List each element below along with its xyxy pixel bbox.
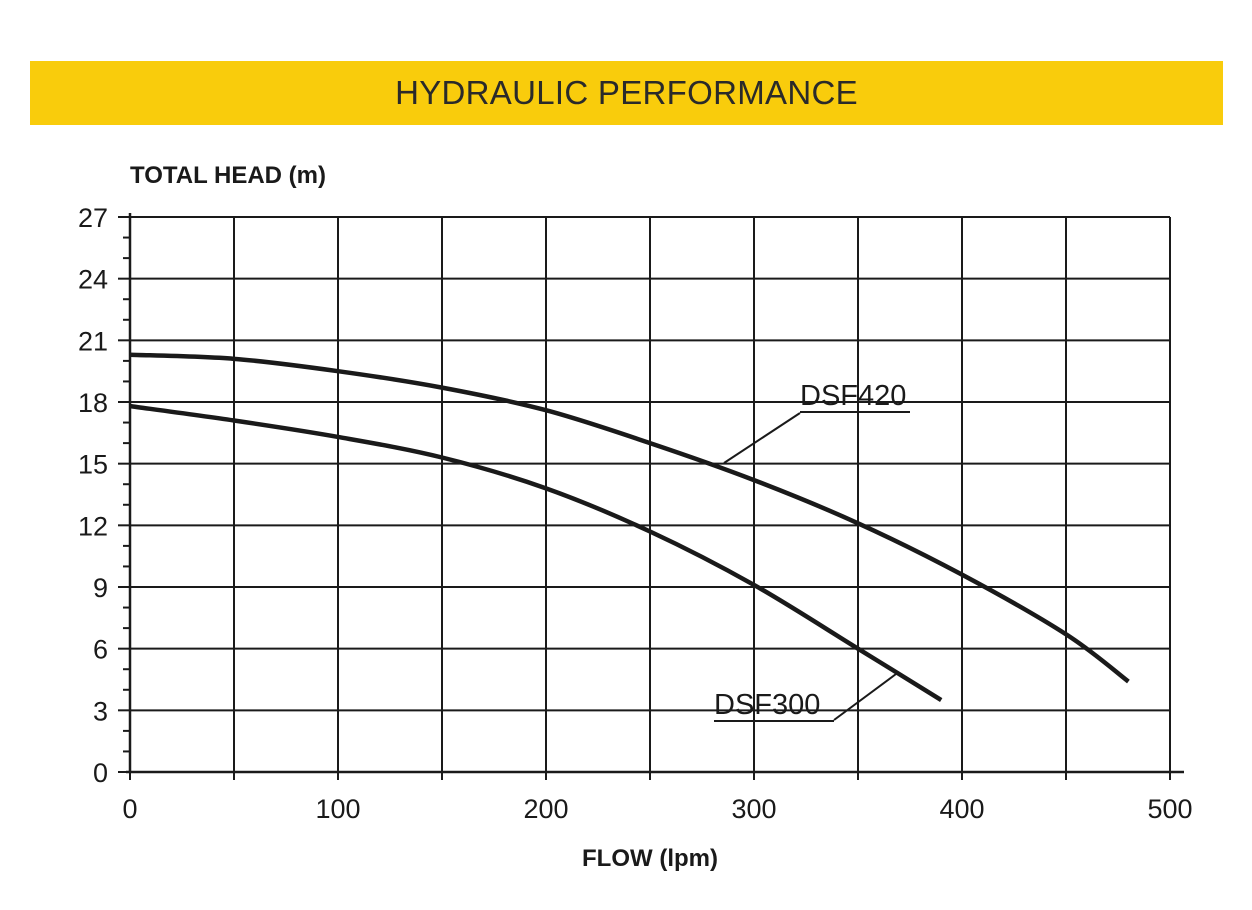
axes — [118, 213, 1184, 780]
y-tick-label: 18 — [78, 388, 108, 418]
series-label-dsf300: DSF300 — [714, 689, 820, 721]
y-tick-label: 21 — [78, 326, 108, 356]
x-axis-label: FLOW (lpm) — [582, 845, 718, 872]
series-label-dsf420: DSF420 — [800, 380, 906, 412]
series-lines — [129, 352, 1130, 702]
y-tick-label: 0 — [93, 758, 108, 788]
y-tick-label: 9 — [93, 573, 108, 603]
label-leader-line — [833, 673, 897, 721]
y-tick-label: 27 — [78, 203, 108, 233]
series-line-dsf420 — [129, 352, 1130, 684]
y-axis-label: TOTAL HEAD (m) — [130, 162, 326, 189]
y-tick-label: 24 — [78, 265, 108, 295]
x-tick-label: 200 — [523, 794, 568, 824]
y-tick-label: 3 — [93, 696, 108, 726]
series-line-dsf300 — [129, 403, 943, 702]
tick-labels: 0 3 6 9 12 15 18 21 24 27 0 100 200 300 400 500 — [78, 203, 1193, 824]
x-tick-label: 400 — [939, 794, 984, 824]
y-tick-label: 12 — [78, 511, 108, 541]
y-tick-label: 15 — [78, 450, 108, 480]
x-tick-label: 300 — [731, 794, 776, 824]
x-tick-label: 500 — [1147, 794, 1192, 824]
title-banner: HYDRAULIC PERFORMANCE — [30, 61, 1223, 125]
label-leader-line — [723, 412, 801, 464]
y-tick-label: 6 — [93, 635, 108, 665]
grid — [130, 216, 1171, 772]
chart-title: HYDRAULIC PERFORMANCE — [395, 74, 858, 111]
x-tick-label: 100 — [315, 794, 360, 824]
x-tick-label: 0 — [122, 794, 137, 824]
series-labels: DSF420 DSF300 — [714, 380, 910, 722]
